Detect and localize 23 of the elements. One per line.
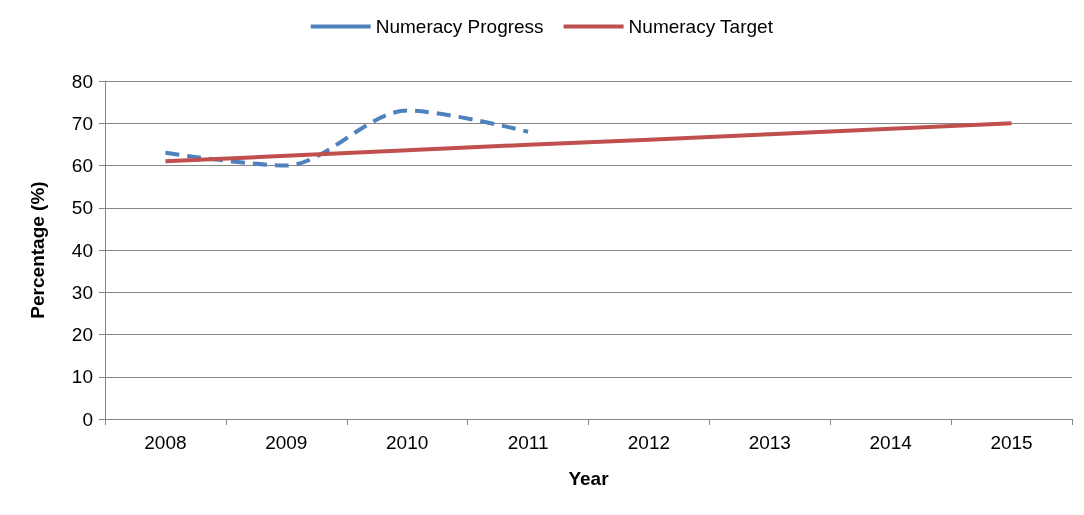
y-tick-label: 40 [71, 239, 93, 261]
x-tick-label: 2015 [990, 432, 1033, 453]
x-tick-label: 2010 [386, 432, 429, 453]
y-tick-label: 80 [71, 70, 93, 92]
x-tick-label: 2011 [507, 432, 549, 453]
x-tick-label: 2009 [265, 432, 308, 453]
x-tick-label: 2013 [748, 432, 791, 453]
y-tick-label: 20 [71, 324, 93, 345]
y-tick-label: 60 [71, 155, 93, 176]
y-tick-label: 0 [82, 408, 93, 430]
legend-label: Numeracy Progress [375, 16, 544, 37]
x-tick-label: 2008 [144, 432, 187, 453]
x-tick-label: 2012 [627, 432, 671, 453]
line-series [163, 108, 531, 168]
legend-label: Numeracy Target [628, 16, 774, 37]
x-axis-title: Year [568, 468, 610, 489]
y-tick-label: 10 [71, 366, 93, 388]
y-tick-label: 30 [71, 281, 93, 303]
line-series [163, 121, 1014, 164]
y-tick-label: 70 [71, 112, 93, 134]
y-tick-label: 50 [71, 197, 93, 219]
x-tick-label: 2014 [869, 432, 913, 453]
y-axis-title: Percentage (%) [27, 181, 48, 319]
